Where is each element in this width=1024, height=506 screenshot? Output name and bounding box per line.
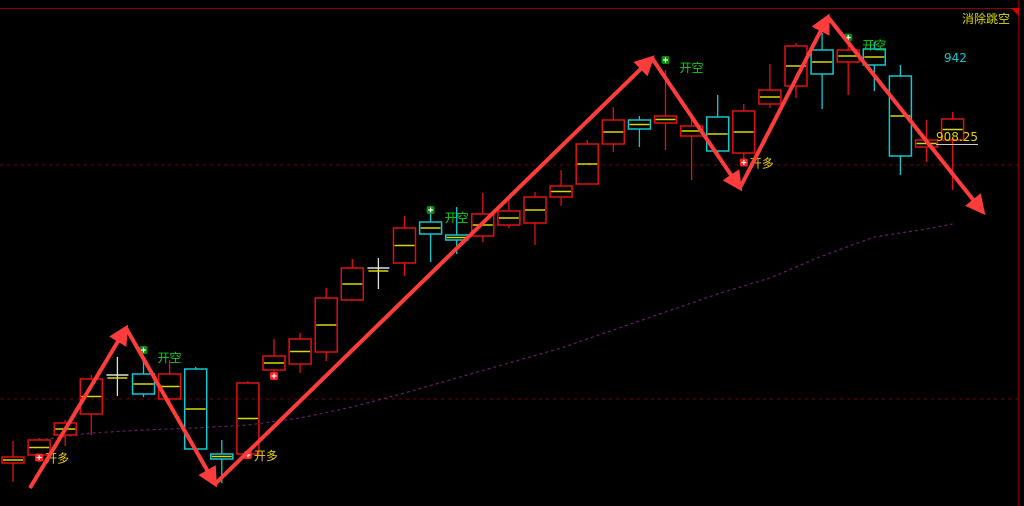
zigzag-arrow [28, 324, 129, 490]
candle-body [471, 213, 495, 237]
candle-body [601, 119, 626, 145]
candle-body [732, 110, 756, 154]
candle-body [1, 456, 25, 464]
candle-body [940, 118, 965, 141]
zigzag-arrow [650, 56, 743, 192]
zigzag-arrow [826, 15, 986, 216]
candle-body [79, 378, 104, 415]
candle-body [705, 116, 730, 152]
candle-body [784, 45, 808, 87]
zigzag-arrow [124, 327, 217, 488]
moving-average-line [39, 223, 953, 441]
candle-body [288, 338, 312, 365]
high-value-label: 942 [944, 51, 967, 65]
right-price-axis-strip[interactable] [1018, 0, 1024, 506]
last-value-label: 908.25 [936, 130, 978, 145]
candle-body [575, 143, 599, 185]
candle-body [497, 210, 521, 226]
candle-body [888, 75, 913, 157]
candle-body [340, 267, 365, 301]
zigzag-arrow [738, 13, 830, 189]
candle-body [627, 119, 652, 130]
candle-body [862, 48, 887, 66]
candle-body [549, 185, 573, 198]
candle-body [314, 297, 338, 353]
open-short-label: 开空 [158, 351, 182, 365]
candle-body [758, 89, 782, 105]
open-short-label: 开空 [445, 211, 469, 225]
corner-marker [1011, 8, 1019, 16]
candle-body [210, 453, 234, 460]
candle-body [131, 373, 156, 395]
open-short-label: 开空 [680, 61, 704, 75]
chart-option-label[interactable]: 消除跳空 [961, 12, 1010, 26]
open-long-label: 开多 [254, 449, 278, 463]
candle-body [418, 221, 443, 235]
candle-body [53, 422, 77, 436]
candle-body [653, 115, 678, 124]
candle-body [262, 355, 286, 371]
zigzag-arrow [213, 55, 655, 486]
candle-body [523, 196, 547, 224]
open-short-label: 开空 [862, 39, 886, 53]
candle-body [392, 227, 417, 264]
candle-body [810, 49, 834, 75]
